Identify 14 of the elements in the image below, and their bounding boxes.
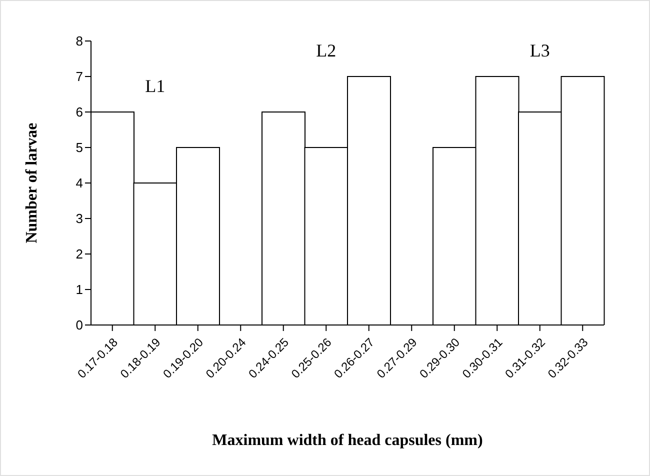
annotation: L1 (145, 76, 166, 96)
y-tick-label: 0 (76, 318, 83, 333)
y-tick-label: 3 (76, 211, 83, 226)
y-tick-label: 5 (76, 140, 83, 156)
annotation: L2 (316, 40, 336, 60)
y-axis-title: Number of larvae (24, 122, 41, 244)
y-tick-label: 1 (76, 282, 83, 298)
y-tick-label: 4 (76, 176, 83, 191)
y-tick-label: 6 (76, 104, 83, 120)
y-tick-label: 8 (76, 34, 83, 49)
x-axis-title: Maximum width of head capsules (mm) (212, 432, 483, 449)
annotation: L3 (530, 40, 550, 60)
y-tick-label: 2 (76, 246, 83, 262)
y-tick-label: 7 (76, 69, 83, 84)
